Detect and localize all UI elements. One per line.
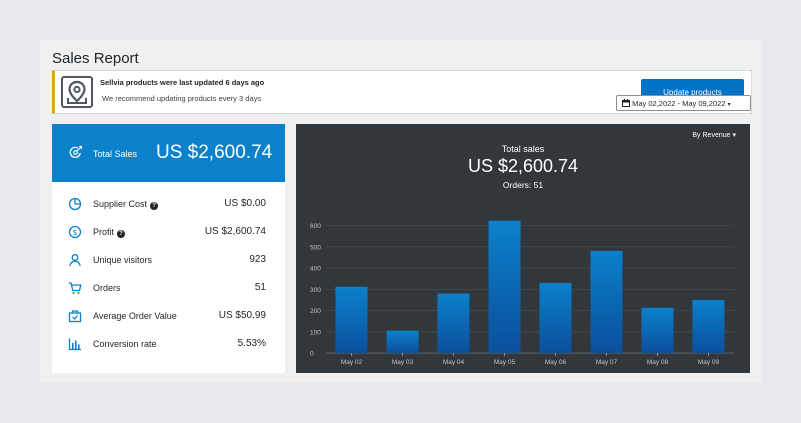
stat-orders: Orders 51 — [52, 275, 285, 303]
chart-bar — [335, 286, 368, 353]
date-range-picker[interactable]: May 02,2022 - May 09,2022 ▾ — [616, 95, 751, 111]
chart-bar — [590, 250, 623, 353]
dollar-icon: $ — [68, 225, 82, 239]
sales-report-panel: Sales Report Sellvia products were last … — [40, 40, 761, 382]
bar-chart: 0 100 200 300 400 500 600 May 02 May 03 May 04 May… — [310, 220, 734, 366]
y-tick-label: 300 — [310, 287, 321, 294]
stat-value: US $0.00 — [224, 198, 266, 209]
stat-unique-visitors: Unique visitors 923 — [52, 247, 285, 275]
date-range-label: May 02,2022 - May 09,2022 — [632, 99, 726, 108]
chart-title: Total sales — [501, 144, 545, 154]
y-tick-label: 400 — [310, 266, 321, 273]
chart-bar — [488, 220, 521, 353]
calendar-icon — [622, 99, 632, 108]
x-tick-label: May 07 — [596, 359, 618, 366]
stat-label: Supplier Cost? — [93, 199, 159, 210]
chart-total: US $2,600.74 — [467, 156, 579, 176]
stat-value: 923 — [249, 254, 266, 265]
bag-icon — [68, 309, 82, 323]
x-tick-label: May 02 — [341, 359, 363, 366]
stat-label: Unique visitors — [93, 255, 153, 265]
stat-label: Orders — [93, 283, 121, 293]
bar-chart-icon — [68, 337, 82, 351]
revenue-dropdown[interactable]: By Revenue ▾ — [692, 131, 736, 139]
stat-profit: $ Profit? US $2,600.74 — [52, 219, 285, 247]
x-tick-label: May 05 — [494, 359, 516, 366]
user-icon — [68, 253, 82, 267]
chart-bar — [437, 293, 470, 353]
stat-label: Profit? — [93, 227, 126, 238]
stat-label: Conversion rate — [93, 339, 157, 349]
notice-headline: Sellvia products were last updated 6 day… — [100, 78, 265, 87]
page-title: Sales Report — [52, 50, 139, 67]
total-sales-box: Total Sales US $2,600.74 — [52, 124, 285, 182]
y-tick-label: 500 — [310, 244, 321, 251]
stat-average-order-value: Average Order Value US $50.99 — [52, 303, 285, 331]
stat-value: US $2,600.74 — [204, 226, 266, 237]
chart-bar — [539, 282, 572, 353]
cart-icon — [68, 281, 82, 295]
y-tick-label: 0 — [310, 351, 314, 358]
chart-bar — [641, 307, 674, 353]
sales-icon — [69, 145, 83, 164]
chevron-down-icon: ▾ — [727, 102, 731, 108]
summary-card: Total Sales US $2,600.74 Supplier Cost? … — [52, 124, 285, 373]
x-tick-label: May 03 — [392, 359, 414, 366]
svg-text:$: $ — [73, 228, 78, 237]
revenue-dropdown-label: By Revenue — [692, 132, 731, 139]
stat-value: 5.53% — [237, 338, 266, 349]
chart-bar — [386, 330, 419, 353]
notice-subtext: We recommend updating products every 3 d… — [102, 94, 262, 103]
map-pin-icon — [61, 76, 93, 108]
stat-label: Average Order Value — [93, 311, 177, 321]
y-tick-label: 600 — [310, 223, 321, 230]
sales-chart-card: By Revenue ▾ Total sales US $2,600.74 Or… — [296, 124, 750, 373]
help-icon[interactable]: ? — [150, 202, 159, 210]
total-sales-label: Total Sales — [93, 149, 138, 159]
x-tick-label: May 04 — [443, 359, 465, 366]
stats-list: Supplier Cost? US $0.00 $ Profit? US $2,… — [52, 191, 285, 359]
x-tick-label: May 08 — [647, 359, 669, 366]
chart-bar — [692, 299, 725, 353]
help-icon[interactable]: ? — [117, 230, 126, 238]
chart-orders: Orders: 51 — [502, 180, 544, 190]
x-tick-label: May 09 — [698, 359, 720, 366]
caret-down-icon: ▾ — [732, 132, 736, 139]
x-tick-label: May 06 — [545, 359, 567, 366]
y-tick-label: 200 — [310, 308, 321, 315]
stat-value: US $50.99 — [218, 310, 266, 321]
total-sales-value: US $2,600.74 — [156, 142, 273, 163]
pie-chart-icon — [68, 197, 82, 211]
stat-supplier-cost: Supplier Cost? US $0.00 — [52, 191, 285, 219]
stat-conversion-rate: Conversion rate 5.53% — [52, 331, 285, 359]
stat-value: 51 — [254, 282, 266, 293]
y-tick-label: 100 — [310, 329, 321, 336]
update-notice: Sellvia products were last updated 6 day… — [52, 70, 752, 114]
